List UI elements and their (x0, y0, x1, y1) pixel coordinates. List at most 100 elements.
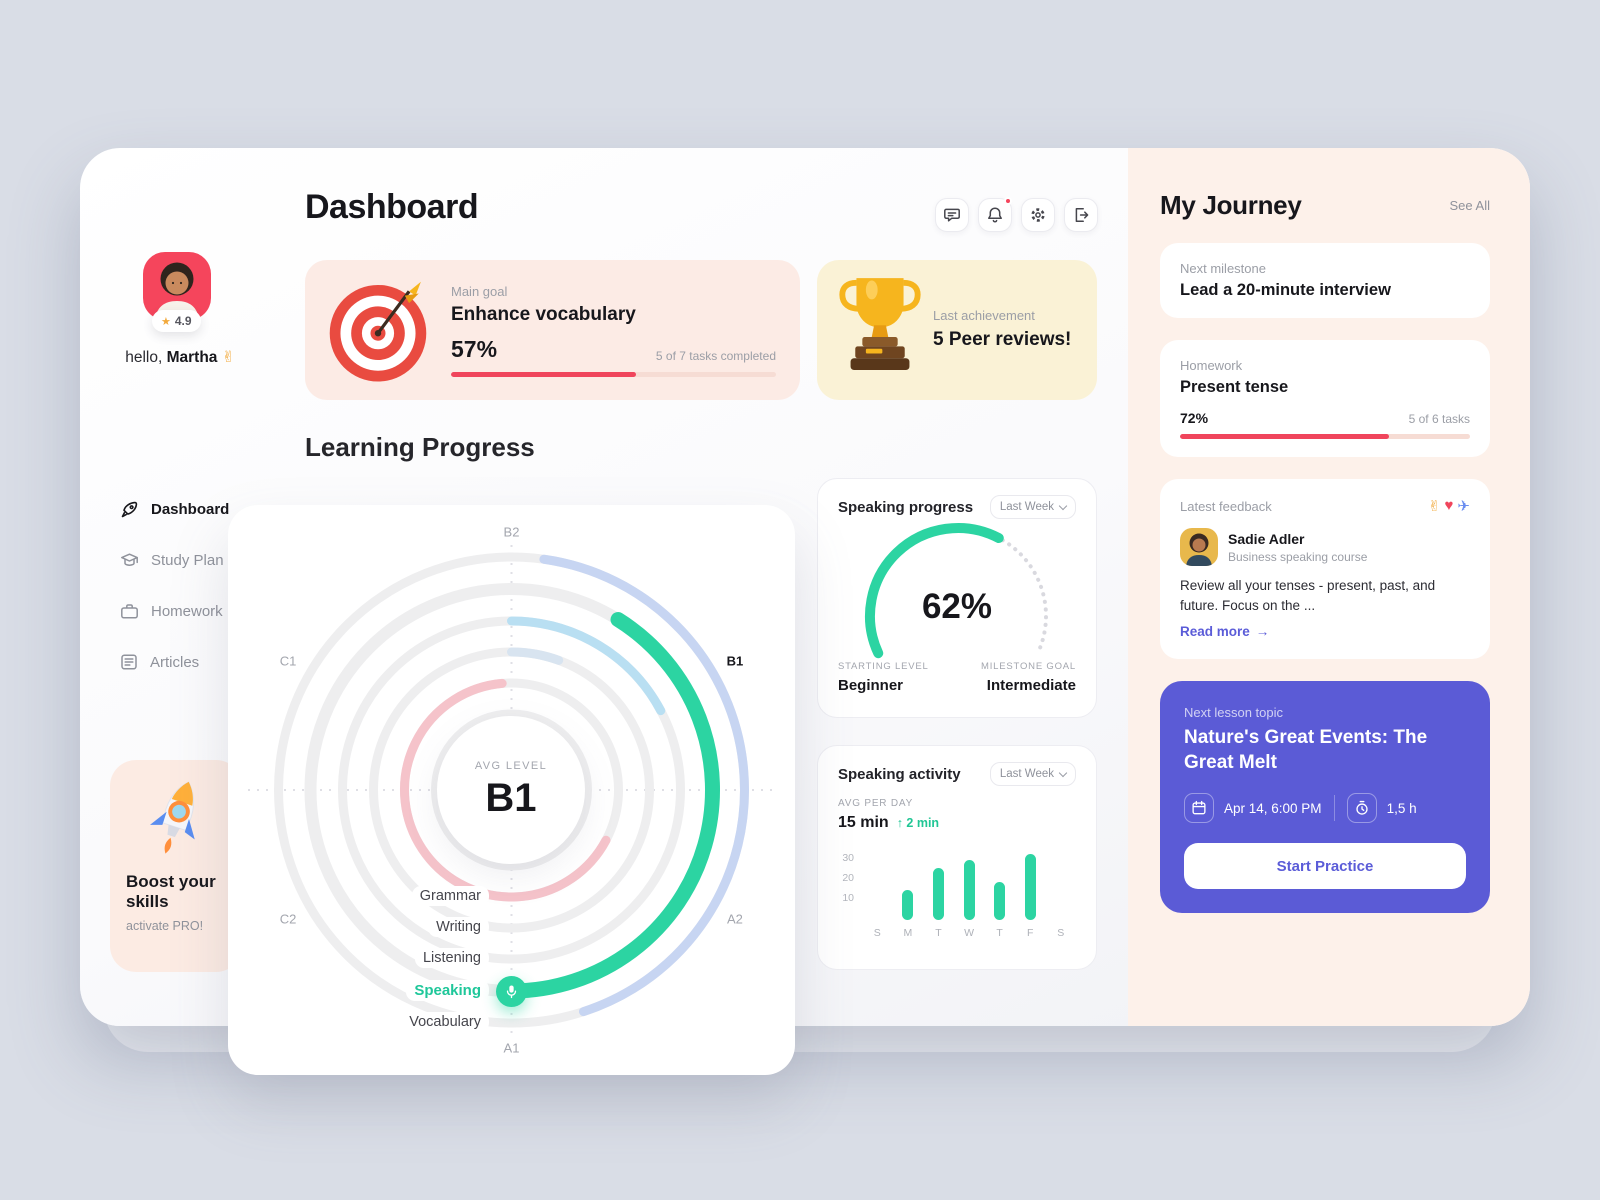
greeting: hello, Martha ✌ (80, 348, 280, 367)
rating-value: 4.9 (174, 314, 192, 328)
category-label-vocabulary: Vocabulary (401, 1012, 489, 1032)
main-goal-title: Enhance vocabulary (451, 303, 636, 325)
activity-bar-4: T (984, 882, 1015, 940)
avg-level-value: B1 (485, 775, 537, 820)
main-goal-tasks: 5 of 7 tasks completed (655, 348, 776, 363)
boost-skills-card[interactable]: Boost your skills activate PRO! (110, 760, 242, 972)
graduation-cap-icon (121, 552, 138, 566)
chat-icon (944, 208, 960, 222)
category-label-grammar: Grammar (411, 886, 489, 906)
avg-delta: ↑ 2 min (896, 816, 940, 830)
main-goal-card: Main goal Enhance vocabulary 57% 5 of 7 … (305, 260, 800, 400)
start-practice-button[interactable]: Start Practice (1184, 843, 1466, 890)
goal-progress-track (451, 371, 776, 377)
main-goal-label: Main goal (451, 283, 508, 299)
feedback-avatar-image (1186, 533, 1212, 566)
briefcase-icon (121, 603, 138, 619)
milestone-card: Next milestone Lead a 20-minute intervie… (1160, 243, 1490, 318)
activity-bar-1: M (893, 890, 924, 940)
sidebar-item-study-plan[interactable]: Study Plan (120, 543, 229, 577)
activity-bar-5: F (1015, 854, 1046, 940)
rating-badge: ★ 4.9 (152, 310, 201, 332)
learning-progress-chart-card: Grammar Writing Listening Speaking Vocabular… (228, 505, 795, 1075)
bell-icon (988, 207, 1002, 223)
microphone-button[interactable] (496, 976, 527, 1007)
homework-card: Homework Present tense 72% 5 of 6 tasks (1160, 340, 1490, 457)
speaking-progress-title: Speaking progress (838, 498, 974, 516)
feedback-card: Latest feedback ✌ ♥ ✈ Sadie Adler Business… (1160, 479, 1490, 660)
homework-progress-fill (1180, 434, 1389, 439)
feedback-reactions: ✌ ♥ ✈ (1428, 497, 1470, 515)
lesson-title: Nature's Great Events: The Great Melt (1184, 727, 1428, 774)
speaking-progress-period-dropdown[interactable]: Last Week (989, 495, 1076, 519)
chat-button[interactable] (935, 198, 969, 232)
lesson-duration: 1,5 h (1386, 800, 1417, 816)
speaking-activity-period-dropdown[interactable]: Last Week (989, 762, 1076, 786)
avg-per-day-value: 15 min (838, 814, 889, 831)
avg-level-chip: AVG LEVEL B1 (437, 716, 585, 864)
category-label-writing: Writing (428, 917, 489, 937)
read-more-label: Read more (1180, 624, 1250, 640)
activity-bar-0: S (873, 927, 881, 939)
speaking-activity-card: Speaking activity Last Week AVG PER DAY … (817, 745, 1097, 970)
divider (1333, 795, 1335, 822)
feedback-label: Latest feedback (1180, 498, 1272, 514)
sidebar-item-label: Dashboard (151, 500, 230, 518)
homework-tasks: 5 of 6 tasks (1408, 412, 1470, 426)
see-all-link[interactable]: See All (1449, 198, 1490, 213)
notifications-button[interactable] (978, 197, 1012, 232)
achievement-title: 5 Peer reviews! (933, 329, 1072, 351)
read-more-link[interactable]: Read more → (1180, 624, 1269, 639)
milestone-goal: MILESTONE GOAL Intermediate (981, 661, 1076, 694)
sidebar-item-dashboard[interactable]: Dashboard (120, 492, 229, 526)
speaking-activity-title: Speaking activity (838, 765, 961, 783)
homework-percent: 72% (1180, 410, 1209, 426)
category-label-speaking: Speaking (406, 980, 489, 1001)
lesson-label: Next lesson topic (1184, 705, 1283, 721)
calendar-icon (1184, 793, 1214, 824)
sidebar-item-label: Articles (150, 653, 200, 671)
level-label-a2: A2 (721, 910, 748, 928)
learning-progress-heading: Learning Progress (305, 432, 535, 462)
chevron-down-icon (1058, 768, 1068, 777)
microphone-icon (506, 985, 517, 999)
gauge-svg (865, 523, 1048, 659)
activity-y-axis: 30 20 10 (838, 840, 862, 940)
period-value: Last Week (999, 768, 1054, 780)
milestone-label: Next milestone (1180, 261, 1266, 276)
settings-button[interactable] (1021, 198, 1055, 232)
milestone-title: Lead a 20-minute interview (1180, 281, 1391, 299)
rocket-illustration (126, 772, 226, 870)
user-name: Martha (166, 349, 218, 366)
sidebar-item-articles[interactable]: Articles (120, 645, 229, 679)
activity-bar-2: T (923, 868, 954, 940)
activity-ytick: 20 (842, 872, 854, 884)
my-journey-panel: My Journey See All Next milestone Lead a… (1128, 148, 1530, 1026)
trophy-icon (839, 278, 921, 371)
rocket-emoji: ✈ (1457, 498, 1470, 515)
gear-icon (1031, 208, 1045, 222)
starting-level-value: Beginner (838, 677, 904, 694)
sidebar-item-homework[interactable]: Homework (120, 594, 229, 628)
homework-label: Homework (1180, 358, 1243, 373)
gauge-percent: 62% (921, 587, 993, 626)
main-goal-body: Main goal Enhance vocabulary 57% 5 of 7 … (437, 284, 776, 377)
arrow-right-icon: → (1255, 624, 1270, 640)
milestone-goal-label: MILESTONE GOAL (981, 661, 1076, 672)
app-window: ★ 4.9 hello, Martha ✌ Dashboard (80, 148, 1530, 1075)
level-label-a1: A1 (498, 1039, 525, 1057)
gauge-chart: 62% (838, 521, 1076, 661)
feedback-author: Sadie Adler (1228, 530, 1305, 547)
activity-bar-3: W (954, 860, 985, 940)
achievement-label: Last achievement (933, 308, 1035, 324)
header-iconbar (935, 197, 1098, 232)
boost-subtitle: activate PRO! (126, 919, 204, 934)
avg-level-label: AVG LEVEL (474, 759, 548, 772)
logout-button[interactable] (1064, 198, 1098, 232)
activity-ytick: 30 (842, 852, 854, 864)
target-icon (329, 281, 427, 382)
category-label-listening: Listening (414, 948, 489, 968)
journey-title: My Journey (1160, 190, 1302, 220)
article-icon (121, 654, 137, 670)
